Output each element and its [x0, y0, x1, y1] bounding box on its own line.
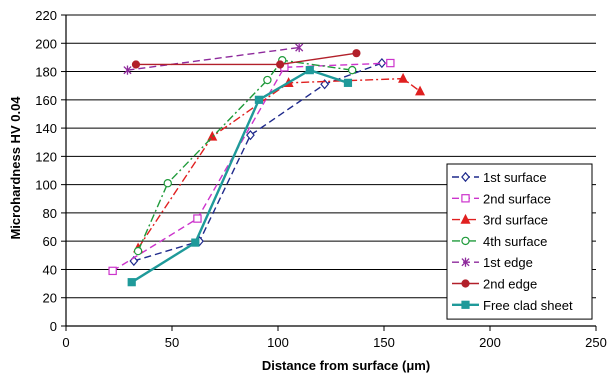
y-tick-label: 80: [43, 206, 57, 221]
data-point: [305, 66, 314, 75]
legend-label: 3rd surface: [483, 213, 548, 228]
axes: [61, 14, 597, 331]
x-tick-label: 150: [373, 335, 395, 350]
series-line-1st-edge: [127, 46, 300, 71]
series-line-4th-surface: [137, 59, 353, 252]
data-point: [193, 214, 202, 223]
legend-item-2nd-edge: 2nd edge: [452, 277, 537, 292]
data-point: [398, 72, 409, 83]
data-point: [352, 49, 361, 58]
y-tick-label: 0: [50, 319, 57, 334]
series-2nd-surface: [108, 58, 395, 276]
data-point: [246, 130, 255, 141]
series-free-clad-sheet: [127, 66, 353, 287]
legend: 1st surface 2nd surface 3rd surface 4th sur…: [446, 163, 593, 320]
legend-label: 4th surface: [483, 234, 547, 249]
legend-item-4th-surface: 4th surface: [452, 234, 547, 249]
series-line-1st-surface: [133, 62, 383, 262]
y-tick-label: 60: [43, 234, 57, 249]
series-line-2nd-surface: [112, 62, 391, 272]
tick-labels: 0 20 40 60 80 100 120 140 160 180 200 220 0 50 100 150 2…: [35, 8, 607, 350]
data-point: [131, 60, 141, 69]
legend-marker: [461, 257, 470, 267]
series-2nd-edge: [131, 49, 361, 69]
x-tick-label: 0: [62, 335, 69, 350]
series-line-2nd-edge: [135, 52, 357, 66]
x-axis-title: Distance from surface (μm): [262, 358, 430, 373]
legend-marker: [461, 194, 470, 203]
x-tick-label: 100: [267, 335, 289, 350]
y-tick-label: 140: [35, 121, 57, 136]
series-lines: [108, 42, 426, 287]
data-point: [108, 266, 117, 276]
data-point: [415, 85, 426, 96]
y-tick-label: 220: [35, 8, 57, 23]
series-line-free-clad-sheet: [131, 68, 349, 284]
legend-item-1st-edge: 1st edge: [452, 255, 533, 270]
data-point: [343, 78, 353, 87]
y-tick-label: 40: [43, 262, 57, 277]
y-axis-title: Microhardness HV 0.04: [8, 96, 23, 240]
x-tick-label: 200: [479, 335, 501, 350]
data-point: [377, 57, 387, 69]
legend-marker: [461, 279, 470, 288]
series-1st-edge: [123, 42, 304, 75]
data-point: [127, 278, 136, 287]
data-point: [191, 238, 200, 247]
series-4th-surface: [133, 56, 357, 256]
legend-marker: [461, 171, 470, 183]
data-point: [276, 60, 285, 69]
legend-marker: [461, 236, 470, 246]
series-line-3rd-surface: [137, 77, 421, 249]
x-tick-label: 250: [585, 335, 607, 350]
legend-label: 2nd surface: [483, 191, 551, 206]
legend-marker: [460, 213, 471, 224]
y-tick-label: 200: [35, 36, 57, 51]
series-1st-surface: [129, 57, 387, 267]
data-point: [207, 130, 218, 141]
data-point: [133, 246, 143, 256]
data-point: [163, 179, 172, 188]
series-3rd-surface: [133, 72, 426, 253]
legend-label: Free clad sheet: [483, 298, 573, 313]
data-point: [295, 42, 304, 53]
data-point: [320, 79, 330, 90]
data-point: [263, 75, 272, 85]
y-tick-label: 120: [35, 149, 57, 164]
legend-marker: [461, 300, 470, 309]
legend-label: 1st surface: [483, 170, 547, 185]
data-point: [386, 58, 395, 68]
data-point: [254, 95, 264, 104]
legend-item-free-clad-sheet: Free clad sheet: [452, 298, 573, 313]
y-tick-label: 180: [35, 65, 57, 80]
legend-label: 2nd edge: [483, 277, 537, 292]
y-tick-label: 100: [35, 178, 57, 193]
legend-item-2nd-surface: 2nd surface: [452, 191, 551, 206]
legend-item-3rd-surface: 3rd surface: [452, 213, 548, 228]
data-point: [348, 65, 357, 75]
legend-item-1st-surface: 1st surface: [452, 170, 547, 185]
data-point: [123, 65, 132, 75]
y-tick-label: 20: [43, 291, 57, 306]
legend-label: 1st edge: [483, 255, 533, 270]
y-tick-label: 160: [35, 93, 57, 108]
x-tick-label: 50: [165, 335, 179, 350]
